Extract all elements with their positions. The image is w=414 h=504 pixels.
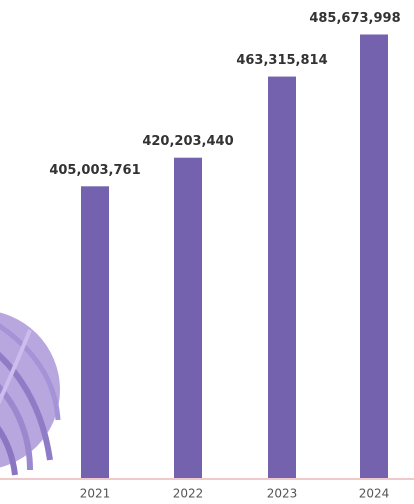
x-tick-label: 2021 (80, 487, 111, 501)
x-tick-label: 2022 (173, 487, 204, 501)
value-label: 463,315,814 (236, 53, 327, 68)
bar (174, 157, 202, 478)
bar (360, 34, 388, 478)
yarn-strand (0, 323, 61, 421)
yarn-strand (0, 329, 32, 405)
value-label: 485,673,998 (309, 11, 400, 26)
yarn-strand (0, 425, 18, 476)
x-tick-label: 2023 (267, 487, 298, 501)
bar (81, 186, 109, 479)
value-label: 405,003,761 (49, 163, 140, 178)
x-tick-label: 2024 (359, 487, 390, 501)
yarn-ball (0, 312, 61, 476)
value-label: 420,203,440 (142, 134, 233, 149)
bar (268, 76, 296, 478)
